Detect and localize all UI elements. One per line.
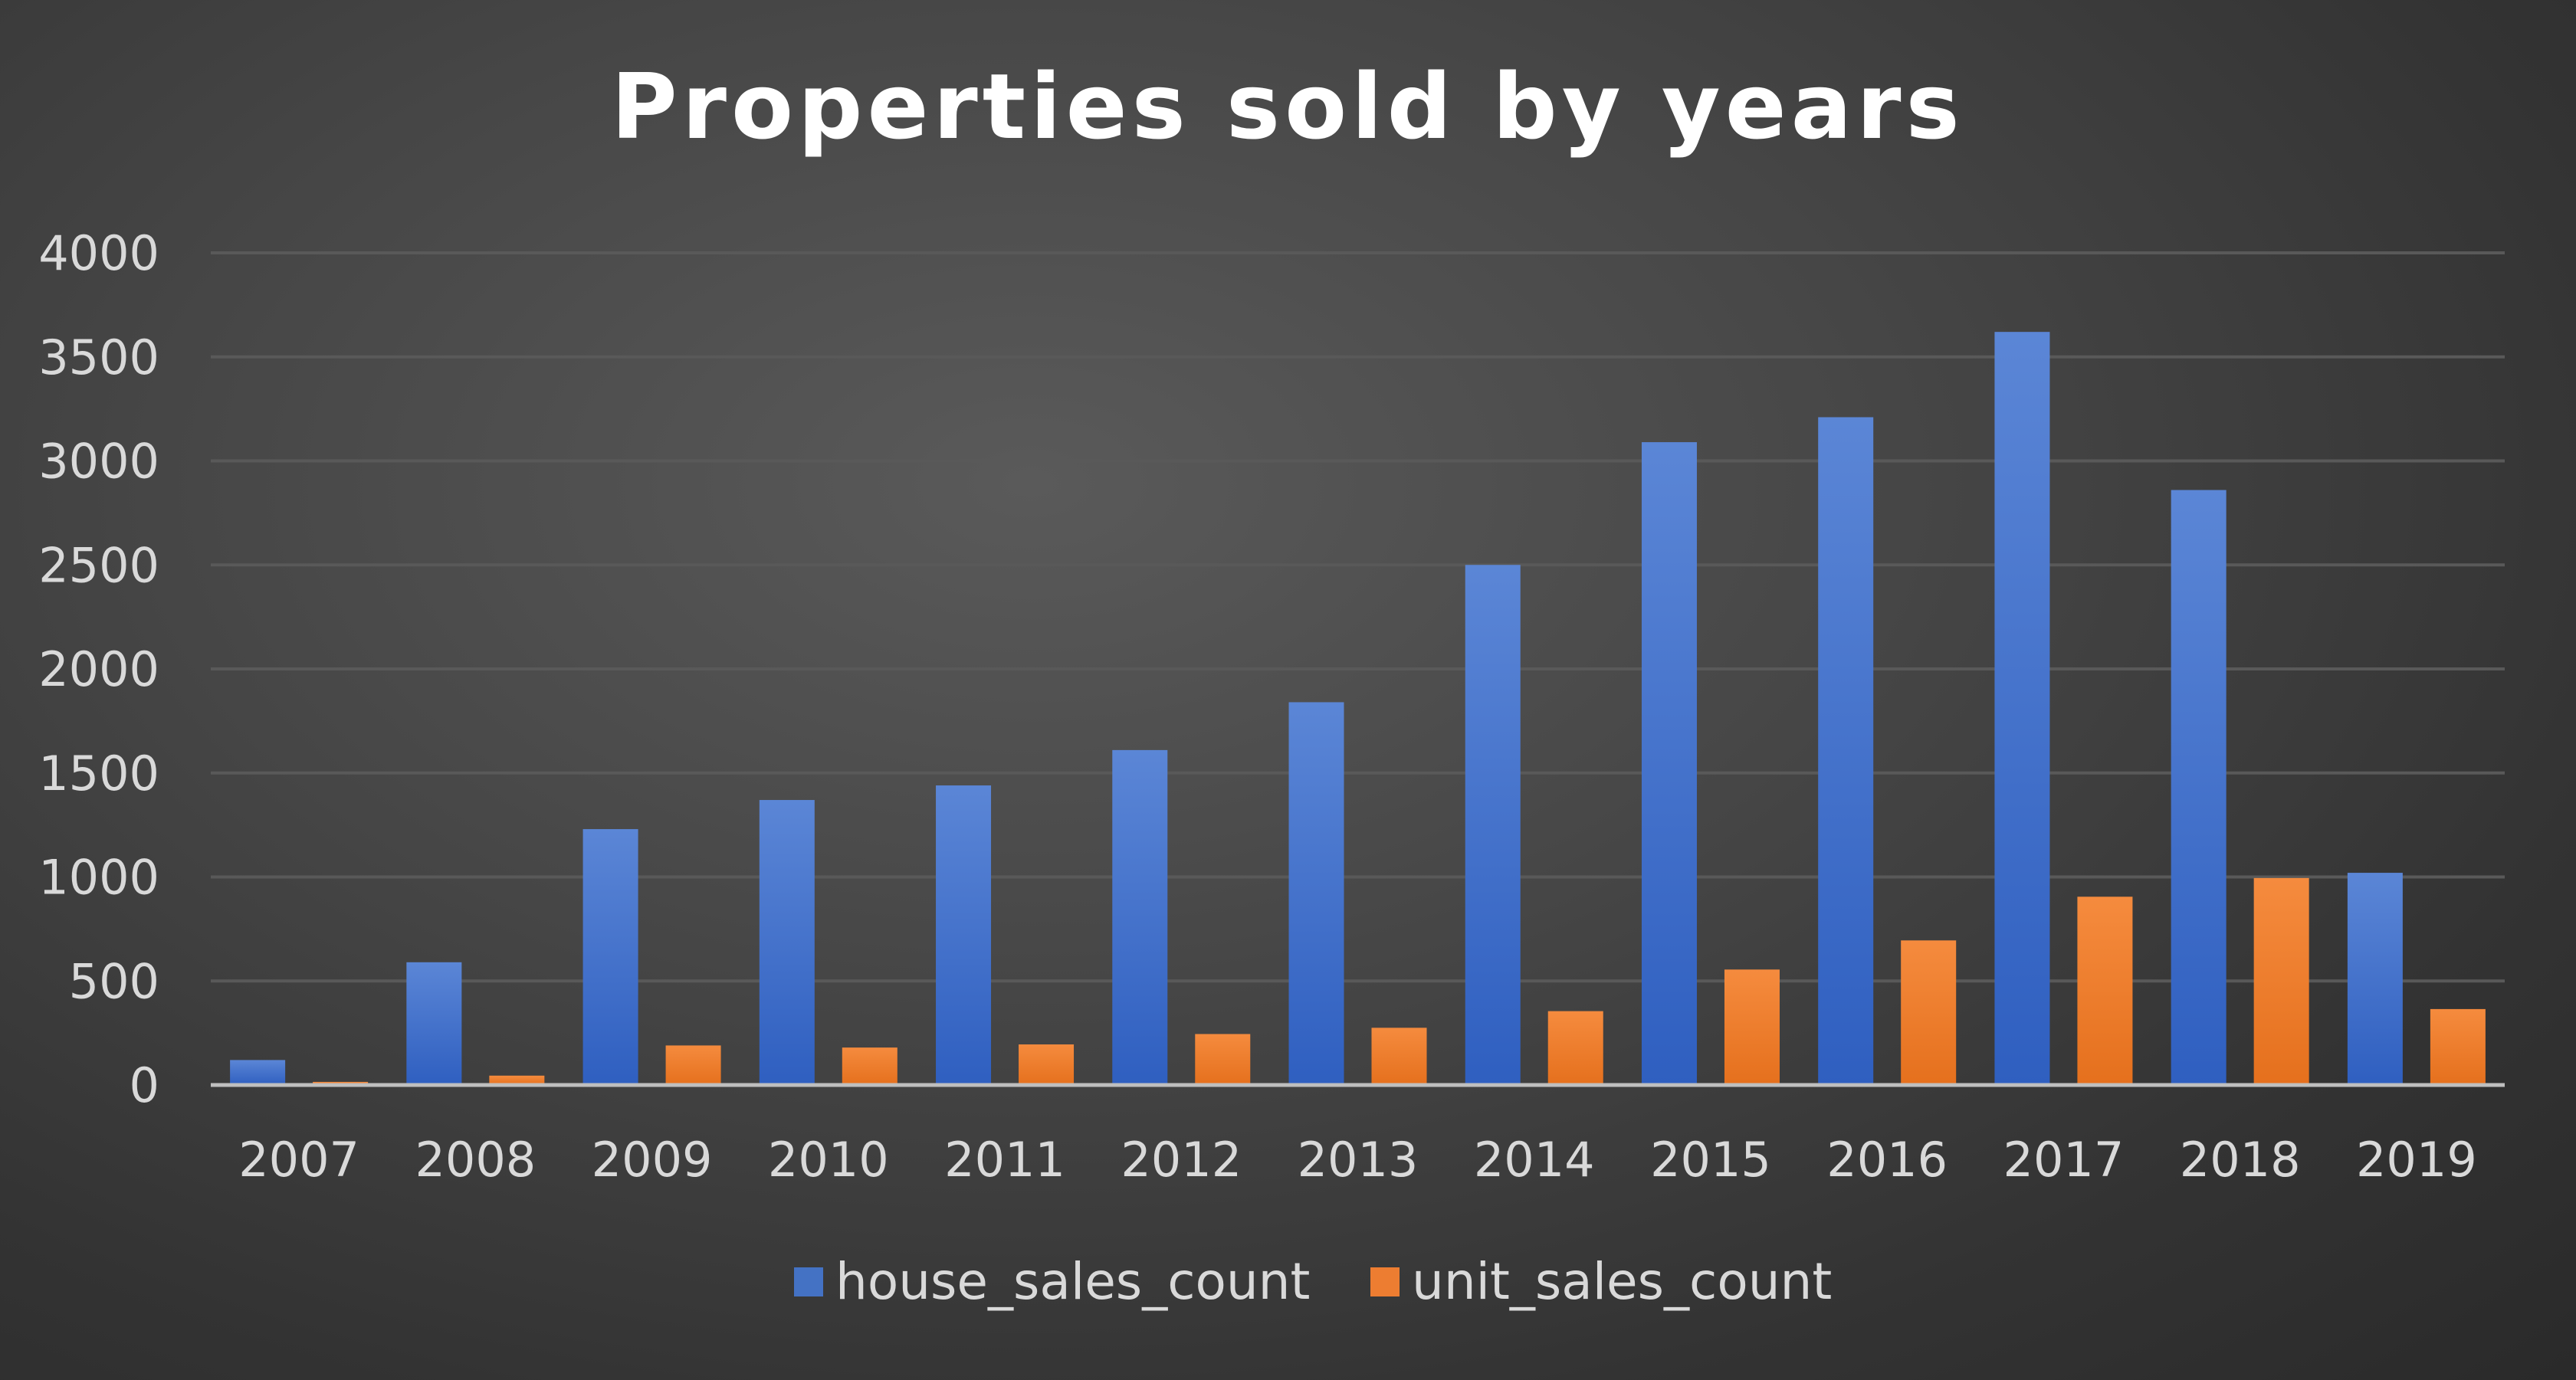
unit-sales-bar-2014	[1547, 1011, 1603, 1085]
x-tick-label: 2016	[1826, 1132, 1948, 1188]
bars	[230, 332, 2486, 1085]
y-tick-label: 3000	[38, 434, 159, 490]
house-sales-bar-2011	[936, 785, 992, 1085]
x-tick-label: 2008	[415, 1132, 536, 1188]
legend: house_sales_count unit_sales_count	[794, 1252, 1832, 1311]
x-tick-label: 2007	[238, 1132, 359, 1188]
legend-swatch-house_sales_count	[794, 1267, 823, 1296]
unit-sales-bar-2013	[1371, 1028, 1427, 1085]
y-tick-label: 3500	[38, 329, 159, 385]
house-sales-bar-2014	[1465, 565, 1521, 1085]
house-sales-bar-2012	[1112, 749, 1168, 1085]
x-tick-label: 2009	[592, 1132, 713, 1188]
x-tick-label: 2010	[768, 1132, 889, 1188]
y-tick-label: 4000	[38, 225, 159, 281]
gridlines	[211, 251, 2505, 983]
unit-sales-bar-2015	[1724, 969, 1780, 1085]
chart-title: Properties sold by years	[611, 54, 1964, 159]
legend-label-unit_sales_count: unit_sales_count	[1412, 1252, 1832, 1311]
x-tick-label: 2014	[1474, 1132, 1595, 1188]
house-sales-bar-2009	[582, 829, 638, 1085]
house-sales-bar-2015	[1641, 442, 1697, 1085]
unit-sales-bar-2008	[489, 1075, 545, 1085]
house-sales-bar-2018	[2171, 490, 2227, 1085]
unit-sales-bar-2009	[665, 1045, 721, 1085]
house-sales-bar-2010	[759, 800, 815, 1085]
house-sales-bar-2007	[230, 1060, 286, 1085]
unit-sales-bar-2019	[2430, 1008, 2486, 1085]
unit-sales-bar-2012	[1195, 1034, 1251, 1085]
house-sales-bar-2008	[406, 962, 462, 1085]
legend-label-house_sales_count: house_sales_count	[835, 1252, 1310, 1311]
y-tick-label: 0	[130, 1057, 159, 1113]
legend-swatch-unit_sales_count	[1370, 1267, 1400, 1296]
unit-sales-bar-2016	[1901, 940, 1957, 1085]
x-tick-label: 2012	[1121, 1132, 1242, 1188]
x-tick-label: 2015	[1650, 1132, 1771, 1188]
unit-sales-bar-2018	[2253, 877, 2309, 1085]
y-tick-label: 500	[69, 953, 159, 1009]
x-tick-label: 2011	[944, 1132, 1065, 1188]
house-sales-bar-2016	[1818, 417, 1874, 1085]
x-tick-label: 2013	[1298, 1132, 1419, 1188]
x-tick-label: 2018	[2180, 1132, 2301, 1188]
y-tick-label: 2000	[38, 641, 159, 697]
axes: 0 500 1000 1500 2000 2500 3000 3500 4000 2007 2008…	[38, 225, 2505, 1188]
y-tick-label: 1500	[38, 746, 159, 801]
unit-sales-bar-2011	[1019, 1044, 1075, 1085]
unit-sales-bar-2017	[2077, 897, 2133, 1085]
unit-sales-bar-2010	[842, 1047, 897, 1085]
house-sales-bar-2019	[2347, 873, 2403, 1085]
y-tick-label: 2500	[38, 537, 159, 593]
x-tick-label: 2019	[2356, 1132, 2477, 1188]
x-tick-label: 2017	[2003, 1132, 2125, 1188]
house-sales-bar-2013	[1288, 702, 1344, 1085]
house-sales-bar-2017	[1994, 332, 2050, 1085]
y-tick-label: 1000	[38, 850, 159, 906]
